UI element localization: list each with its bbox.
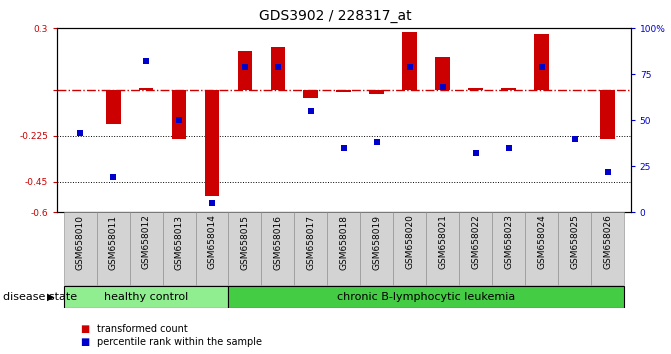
Bar (468, 88, 483, 90)
Bar (64, 286, 229, 308)
Text: GSM658010: GSM658010 (76, 215, 85, 270)
Text: GSM658021: GSM658021 (438, 215, 448, 269)
Text: GSM658016: GSM658016 (274, 215, 282, 270)
Text: GSM658017: GSM658017 (307, 215, 315, 270)
Bar (97, 212, 130, 285)
Bar (295, 212, 327, 285)
Text: ■: ■ (81, 324, 90, 333)
Text: GSM658023: GSM658023 (504, 215, 513, 269)
Bar (205, 90, 219, 196)
Text: GSM658012: GSM658012 (142, 215, 150, 269)
Text: percentile rank within the sample: percentile rank within the sample (97, 337, 262, 347)
Text: GSM658024: GSM658024 (537, 215, 546, 269)
Bar (534, 34, 549, 90)
Text: GSM658026: GSM658026 (603, 215, 612, 269)
Bar (403, 33, 417, 90)
Point (207, 200, 217, 206)
Bar (270, 47, 285, 90)
Point (437, 84, 448, 90)
Text: GSM658015: GSM658015 (240, 215, 250, 270)
Text: ▶: ▶ (47, 292, 54, 302)
Point (74, 130, 85, 136)
Bar (172, 90, 187, 139)
Text: GSM658018: GSM658018 (340, 215, 348, 270)
Text: ■: ■ (81, 337, 90, 347)
Bar (327, 212, 360, 285)
Text: GSM658011: GSM658011 (109, 215, 117, 270)
Bar (360, 212, 393, 285)
Bar (162, 212, 195, 285)
Bar (459, 212, 493, 285)
Point (272, 64, 283, 70)
Bar (105, 90, 121, 125)
Bar (64, 212, 97, 285)
Bar (370, 90, 384, 94)
Text: GSM658022: GSM658022 (471, 215, 480, 269)
Point (141, 59, 152, 64)
Bar (229, 286, 624, 308)
Point (405, 64, 415, 70)
Bar (601, 90, 615, 139)
Bar (130, 212, 162, 285)
Bar (426, 212, 459, 285)
Point (305, 108, 316, 114)
Text: GSM658019: GSM658019 (372, 215, 381, 270)
Bar (303, 90, 318, 98)
Point (503, 145, 514, 151)
Bar (336, 90, 352, 92)
Bar (558, 212, 591, 285)
Bar (591, 212, 624, 285)
Point (470, 151, 481, 156)
Text: GSM658020: GSM658020 (405, 215, 414, 269)
Text: GDS3902 / 228317_at: GDS3902 / 228317_at (259, 9, 412, 23)
Bar (525, 212, 558, 285)
Bar (435, 57, 450, 90)
Text: GSM658014: GSM658014 (207, 215, 217, 269)
Point (372, 139, 382, 145)
Text: disease state: disease state (3, 292, 77, 302)
Point (339, 145, 350, 151)
Text: chronic B-lymphocytic leukemia: chronic B-lymphocytic leukemia (338, 292, 515, 302)
Bar (501, 88, 516, 90)
Bar (139, 88, 154, 90)
Bar (493, 212, 525, 285)
Text: healthy control: healthy control (104, 292, 188, 302)
Point (174, 118, 185, 123)
Point (536, 64, 547, 70)
Bar (238, 51, 252, 90)
Point (569, 136, 580, 142)
Bar (393, 212, 426, 285)
Point (240, 64, 250, 70)
Bar (229, 212, 262, 285)
Bar (195, 212, 229, 285)
Text: transformed count: transformed count (97, 324, 188, 333)
Bar (262, 212, 295, 285)
Text: GSM658013: GSM658013 (174, 215, 184, 270)
Point (108, 175, 119, 180)
Text: GSM658025: GSM658025 (570, 215, 579, 269)
Point (603, 169, 613, 175)
